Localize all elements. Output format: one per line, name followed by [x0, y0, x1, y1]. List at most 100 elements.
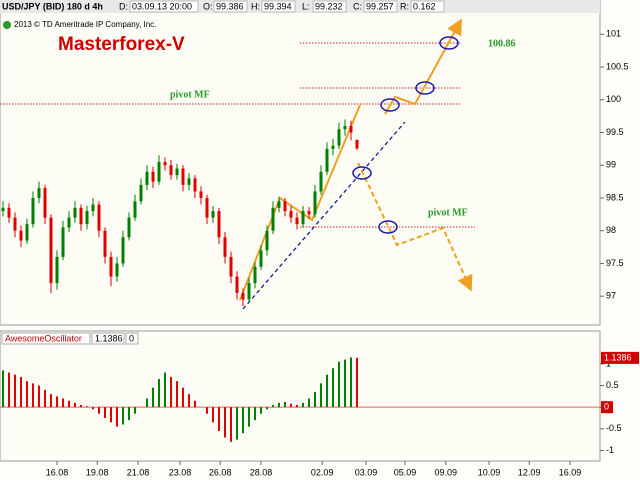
- oscillator-bar: [158, 379, 160, 408]
- oscillator-bar: [182, 387, 184, 408]
- field-box: [410, 0, 445, 13]
- wave-line: [239, 104, 361, 301]
- candle-body: [349, 125, 353, 133]
- oscillator-bar: [188, 394, 190, 408]
- oscillator-bar: [38, 385, 40, 408]
- oscillator-bar: [62, 398, 64, 408]
- candle-body: [115, 263, 119, 277]
- candle-body: [145, 171, 149, 185]
- target-circles: [352, 36, 459, 234]
- y-tick-label: 100: [606, 94, 621, 104]
- x-tick-label: 23.08: [169, 467, 192, 477]
- candle-body: [73, 207, 77, 218]
- candle-body: [169, 165, 173, 176]
- y-tick-label: 101: [606, 29, 621, 39]
- oscillator-bar: [296, 405, 298, 408]
- oscillator-bar: [302, 402, 304, 408]
- oscillator-bar: [50, 394, 52, 408]
- oscillator-bar: [242, 407, 244, 434]
- candle-body: [355, 139, 359, 149]
- oscillator-bar: [74, 402, 76, 408]
- value-marker-label: 1.1386: [604, 352, 632, 362]
- level-marker: [601, 401, 613, 414]
- candle-body: [85, 211, 89, 225]
- oscillator-bar: [212, 407, 214, 423]
- y-tick-label: 0.5: [606, 380, 619, 390]
- oscillator-bar: [284, 401, 286, 408]
- oscillator-bar: [164, 372, 166, 408]
- chart-title: Masterforex-V: [58, 34, 185, 55]
- oscillator-bar: [320, 383, 322, 408]
- candle-body: [121, 237, 125, 264]
- oscillator-bar: [278, 402, 280, 408]
- y-tick-label: 100.5: [606, 61, 629, 71]
- forecast-up: [384, 18, 462, 115]
- candle-body: [343, 125, 347, 130]
- candle-body: [175, 168, 179, 176]
- field-key: R:: [400, 1, 409, 11]
- oscillator-bar: [152, 387, 154, 408]
- field-box: [363, 0, 398, 13]
- y-tick-label: 97: [606, 291, 616, 301]
- field-key: O:: [203, 1, 213, 11]
- candle-body: [67, 217, 71, 228]
- oscillator-bar: [356, 357, 358, 408]
- field-key: D:: [119, 1, 128, 11]
- oscillator-panel: [0, 330, 601, 462]
- x-tick-label: 12.09: [518, 467, 541, 477]
- x-tick-label: 09.09: [435, 467, 458, 477]
- candle-body: [25, 224, 29, 241]
- x-tick-label: 16.09: [559, 467, 582, 477]
- candle-body: [13, 217, 17, 231]
- oscillator-bar: [128, 407, 130, 421]
- oscillator-bar: [248, 407, 250, 427]
- forecast-down: [357, 162, 473, 292]
- candle-body: [61, 227, 65, 257]
- symbol: USD/JPY (BID) 180 d 4h: [2, 1, 103, 11]
- oscillator-bar: [266, 407, 268, 410]
- candle-body: [7, 207, 11, 218]
- target-circle: [378, 220, 398, 234]
- candle-body: [19, 230, 23, 241]
- candle-body: [181, 168, 185, 185]
- oscillator-bar: [26, 381, 28, 408]
- field-value: 99.386: [216, 1, 244, 11]
- candle-body: [157, 161, 161, 182]
- target-circle: [380, 98, 400, 112]
- price-panel: [0, 0, 601, 326]
- candle-body: [283, 201, 287, 212]
- oscillator-bar: [332, 368, 334, 408]
- field-box: [261, 0, 296, 13]
- candle-body: [133, 201, 137, 218]
- candle-body: [49, 217, 53, 284]
- oscillator-bar: [254, 407, 256, 421]
- oscillator-bar: [206, 407, 208, 414]
- info-icon: [3, 21, 11, 29]
- x-tick-label: 10.09: [478, 467, 501, 477]
- candle-body: [91, 204, 95, 212]
- field-value: 99.394: [264, 1, 292, 11]
- candle-body: [217, 211, 221, 238]
- candle-body: [325, 148, 329, 172]
- indicator-name: AwesomeOscillator: [5, 333, 82, 343]
- oscillator-bar: [110, 407, 112, 423]
- candle-body: [139, 184, 143, 202]
- field-value: 0.162: [413, 1, 436, 11]
- candle-body: [151, 171, 155, 182]
- candle-body: [253, 266, 257, 284]
- y-tick-label: 99: [606, 160, 616, 170]
- oscillator-bar: [116, 407, 118, 427]
- annotation: pivot MF: [170, 89, 210, 100]
- copyright: 2013 © TD Ameritrade IP Company, Inc.: [14, 20, 156, 29]
- value-marker: [601, 351, 639, 364]
- annotation: pivot MF: [428, 207, 468, 218]
- indicator-level: 0: [129, 333, 134, 343]
- oscillator-bar: [2, 370, 4, 408]
- oscillator-bar: [308, 398, 310, 408]
- target-circle: [352, 166, 372, 180]
- x-tick-label: 19.08: [86, 467, 109, 477]
- candle-body: [79, 207, 83, 225]
- indicator-value: 1.1386: [95, 333, 123, 343]
